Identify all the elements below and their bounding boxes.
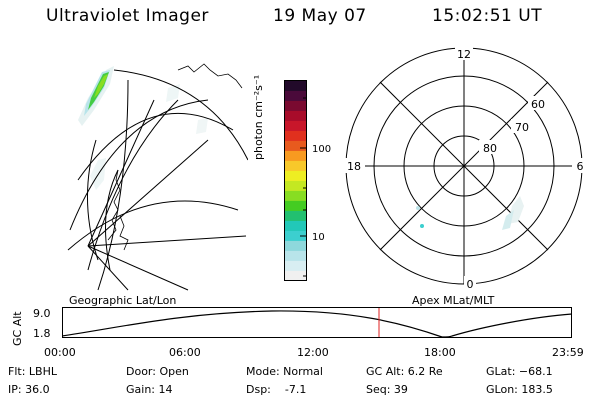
colorbar-swatch <box>284 220 307 231</box>
ip-readout: IP: 36.0 <box>8 383 50 396</box>
coastline <box>107 63 243 251</box>
colorbar-swatch <box>284 130 307 141</box>
geo-lon-readout: GLon: 183.5 <box>486 383 553 396</box>
colorbar-swatch <box>284 210 307 221</box>
colorbar-tick-10: 10 <box>312 232 325 243</box>
colorbar: 100 10 <box>284 80 331 281</box>
timeline-ylabel: GC Alt <box>11 311 24 346</box>
colorbar-swatch <box>284 100 307 111</box>
dsp-readout: Dsp: -7.1 <box>246 383 307 396</box>
colorbar-swatch <box>284 200 307 211</box>
timeline-ytick-high: 9.0 <box>33 307 51 320</box>
colorbar-swatch <box>284 150 307 161</box>
colorbar-unit-label: photon cm⁻²s⁻¹ <box>252 74 265 160</box>
geographic-image-panel <box>67 63 248 291</box>
mlat-label-80: 80 <box>483 142 497 155</box>
timeline-frame <box>62 307 572 338</box>
timeline-xtick-0000: 00:00 <box>44 346 76 359</box>
polar-labels: 12 18 6 0 60 70 80 <box>343 47 588 291</box>
colorbar-swatch <box>284 120 307 131</box>
mode-readout: Mode: Normal <box>246 365 323 378</box>
mlat-label-70: 70 <box>515 121 529 134</box>
geographic-grid <box>67 69 248 291</box>
gc-alt-readout: GC Alt: 6.2 Re <box>366 365 443 378</box>
altitude-curve <box>62 310 573 338</box>
colorbar-swatch <box>284 140 307 151</box>
colorbar-swatch <box>284 240 307 251</box>
filter-readout: Flt: LBHL <box>8 365 57 378</box>
timeline-xtick-0600: 06:00 <box>169 346 201 359</box>
date-label: 19 May 07 <box>273 6 367 26</box>
instrument-title: Ultraviolet Imager <box>46 6 209 26</box>
gain-readout: Gain: 14 <box>126 383 173 396</box>
altitude-timeline <box>62 307 573 338</box>
door-readout: Door: Open <box>126 365 189 378</box>
timeline-xtick-1200: 12:00 <box>297 346 329 359</box>
time-label: 15:02:51 UT <box>432 6 543 26</box>
polar-emission-spots <box>416 196 524 230</box>
timeline-ytick-low: 1.8 <box>33 327 51 340</box>
colorbar-swatch <box>284 180 307 191</box>
colorbar-swatch <box>284 170 307 181</box>
mlt-label-12: 12 <box>457 48 471 61</box>
geo-panel-label: Geographic Lat/Lon <box>69 294 177 307</box>
colorbar-swatch <box>284 230 307 241</box>
colorbar-swatch <box>284 250 307 261</box>
colorbar-swatches <box>284 80 307 281</box>
polar-grid <box>345 47 583 285</box>
colorbar-swatch <box>284 190 307 201</box>
timeline-xtick-1800: 18:00 <box>424 346 456 359</box>
apex-polar-plot: 12 18 6 0 60 70 80 <box>343 47 588 291</box>
colorbar-swatch <box>284 160 307 171</box>
colorbar-swatch <box>284 90 307 101</box>
auroral-emission-glow <box>78 66 208 190</box>
mlat-label-60: 60 <box>531 98 545 111</box>
colorbar-swatch <box>284 80 307 91</box>
colorbar-ticks <box>300 97 307 277</box>
colorbar-swatch <box>284 260 307 271</box>
sequence-readout: Seq: 39 <box>366 383 408 396</box>
geo-lat-readout: GLat: −68.1 <box>486 365 553 378</box>
mlt-label-6: 6 <box>577 160 584 173</box>
colorbar-frame <box>284 80 307 281</box>
timeline-xtick-2359: 23:59 <box>552 346 584 359</box>
mlt-label-0: 0 <box>467 278 474 291</box>
colorbar-tick-100: 100 <box>312 144 331 155</box>
colorbar-swatch <box>284 270 307 281</box>
apex-panel-label: Apex MLat/MLT <box>412 294 495 307</box>
colorbar-swatch <box>284 110 307 121</box>
mlt-label-18: 18 <box>347 160 361 173</box>
